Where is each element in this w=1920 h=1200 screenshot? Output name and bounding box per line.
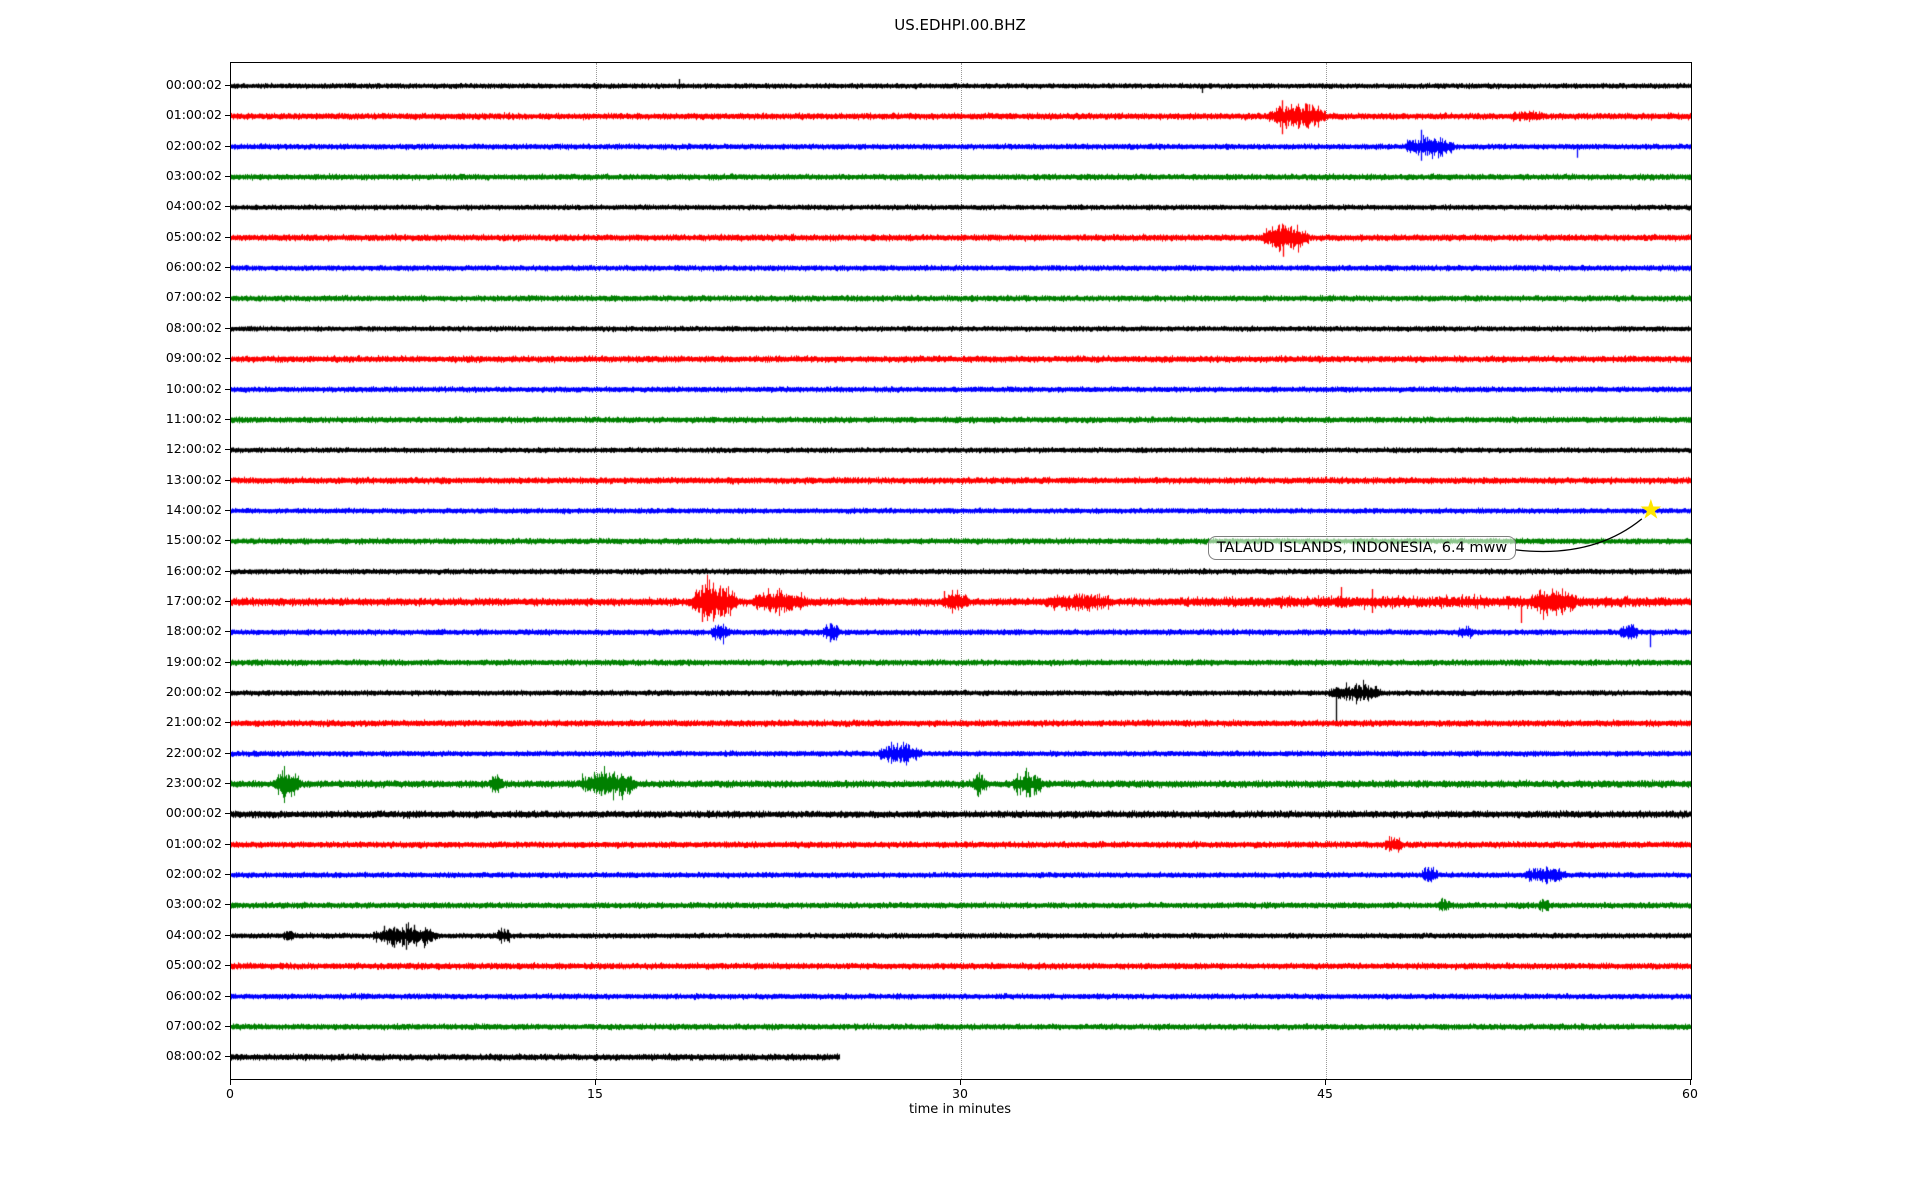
y-tick-mark [225,479,230,481]
trace-time-label: 01:00:02 [165,107,222,123]
y-tick-mark [225,358,230,360]
x-tick-mark [230,1080,231,1085]
x-tick-mark [595,1080,596,1085]
trace-time-label: 22:00:02 [165,744,222,760]
x-tick-label: 30 [952,1086,968,1101]
trace-time-label: 10:00:02 [165,380,222,396]
trace-time-label: 00:00:02 [165,77,222,92]
x-tick-label: 45 [1317,1086,1333,1101]
trace-time-label: 23:00:02 [165,775,222,791]
trace-time-label: 20:00:02 [165,684,222,699]
trace-time-label: 06:00:02 [165,987,222,1003]
y-tick-mark [225,297,230,299]
x-tick-mark [960,1080,961,1085]
x-tick-label: 15 [587,1086,603,1101]
y-tick-mark [225,388,230,390]
trace-time-label: 02:00:02 [165,866,222,882]
trace-time-label: 12:00:02 [165,441,222,457]
trace-time-label: 08:00:02 [165,1048,222,1064]
trace-time-label: 02:00:02 [165,137,222,153]
y-tick-mark [225,570,230,572]
trace-time-label: 09:00:02 [165,350,222,366]
y-tick-mark [225,661,230,663]
trace-time-label: 07:00:02 [165,1017,222,1033]
x-tick-label: 60 [1682,1086,1698,1101]
x-axis-title: time in minutes [908,1102,1012,1117]
y-tick-mark [225,600,230,602]
trace-time-label: 14:00:02 [165,501,222,517]
y-tick-mark [225,267,230,269]
plot-area: ★ TALAUD ISLANDS, INDONESIA, 6.4 mww [230,62,1692,1080]
trace-time-label: 03:00:02 [165,896,222,912]
trace-time-label: 17:00:02 [165,592,222,608]
trace-time-label: 16:00:02 [165,562,222,578]
trace-time-label: 18:00:02 [165,623,222,639]
y-tick-mark [225,115,230,117]
trace-time-label: 08:00:02 [165,319,222,335]
trace-time-label: 06:00:02 [165,259,222,275]
y-tick-mark [225,965,230,967]
trace-time-label: 03:00:02 [165,168,222,184]
y-tick-mark [225,1025,230,1027]
y-tick-mark [225,236,230,238]
y-tick-mark [225,418,230,420]
trace-time-label: 21:00:02 [165,714,222,730]
y-tick-mark [225,722,230,724]
y-tick-mark [225,176,230,178]
y-tick-mark [225,752,230,754]
figure-title: US.EDHPI.00.BHZ [894,16,1026,34]
trace-time-label: 15:00:02 [165,532,222,548]
trace-time-label: 07:00:02 [165,289,222,305]
y-tick-mark [225,843,230,845]
y-tick-mark [225,1056,230,1058]
x-tick-mark [1690,1080,1691,1085]
y-tick-mark [225,327,230,329]
y-tick-mark [225,449,230,451]
y-tick-mark [225,206,230,208]
y-tick-mark [225,904,230,906]
y-tick-mark [225,540,230,542]
event-annotation-text: TALAUD ISLANDS, INDONESIA, 6.4 mww [1216,539,1508,556]
y-tick-mark [225,995,230,997]
y-tick-mark [225,509,230,511]
trace-time-label: 04:00:02 [165,926,222,942]
y-tick-mark [225,631,230,633]
y-tick-mark [225,934,230,936]
trace-time-label: 19:00:02 [165,653,222,669]
trace-time-label: 05:00:02 [165,957,222,973]
trace-time-label: 04:00:02 [165,198,222,214]
y-tick-mark [225,85,230,86]
trace-time-label: 01:00:02 [165,835,222,851]
trace-time-label: 00:00:02 [165,805,222,821]
trace-time-label: 11:00:02 [165,410,222,426]
event-annotation-box: TALAUD ISLANDS, INDONESIA, 6.4 mww [1207,535,1517,560]
seismogram-traces-canvas [231,63,1691,1079]
event-star-icon: ★ [1638,494,1663,526]
y-tick-mark [225,692,230,693]
trace-time-label: 13:00:02 [165,471,222,487]
x-tick-mark [1325,1080,1326,1085]
y-tick-mark [225,813,230,815]
y-tick-mark [225,783,230,785]
trace-time-label: 05:00:02 [165,228,222,244]
y-tick-mark [225,874,230,876]
y-tick-mark [225,145,230,147]
x-tick-label: 0 [226,1086,234,1101]
